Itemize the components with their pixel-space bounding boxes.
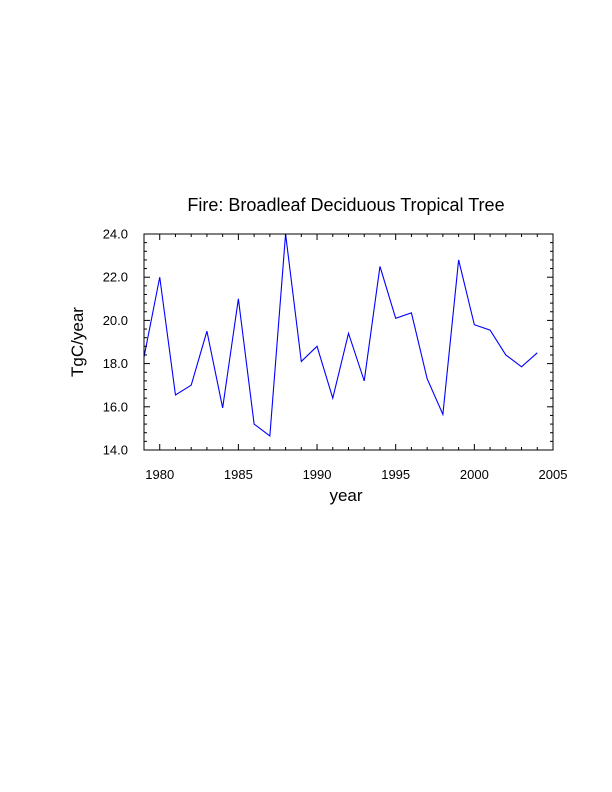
plot-frame — [143, 233, 554, 451]
x-tick-label: 1985 — [224, 467, 253, 482]
x-tick-label: 1990 — [303, 467, 332, 482]
y-tick-label: 24.0 — [103, 227, 128, 242]
y-tick-label: 22.0 — [103, 270, 128, 285]
series-line-0 — [143, 233, 538, 438]
y-axis-label: TgC/year — [68, 307, 87, 377]
y-tick-label: 14.0 — [103, 443, 128, 458]
x-tick-label: 2000 — [460, 467, 489, 482]
x-tick-label: 2005 — [539, 467, 568, 482]
x-tick-label: 1995 — [381, 467, 410, 482]
plot-series — [143, 233, 538, 438]
y-tick-label: 16.0 — [103, 399, 128, 414]
y-tick-label: 18.0 — [103, 356, 128, 371]
y-axis-ticks: 14.0 16.0 18.0 20.0 22.0 24.0 — [103, 227, 553, 458]
y-tick-label: 20.0 — [103, 313, 128, 328]
x-tick-label: 1980 — [145, 467, 174, 482]
x-axis-label: year — [329, 486, 362, 505]
chart-title: Fire: Broadleaf Deciduous Tropical Tree — [187, 195, 504, 215]
x-axis-ticks: 1980 1985 1990 1995 2000 2005 — [143, 234, 568, 482]
